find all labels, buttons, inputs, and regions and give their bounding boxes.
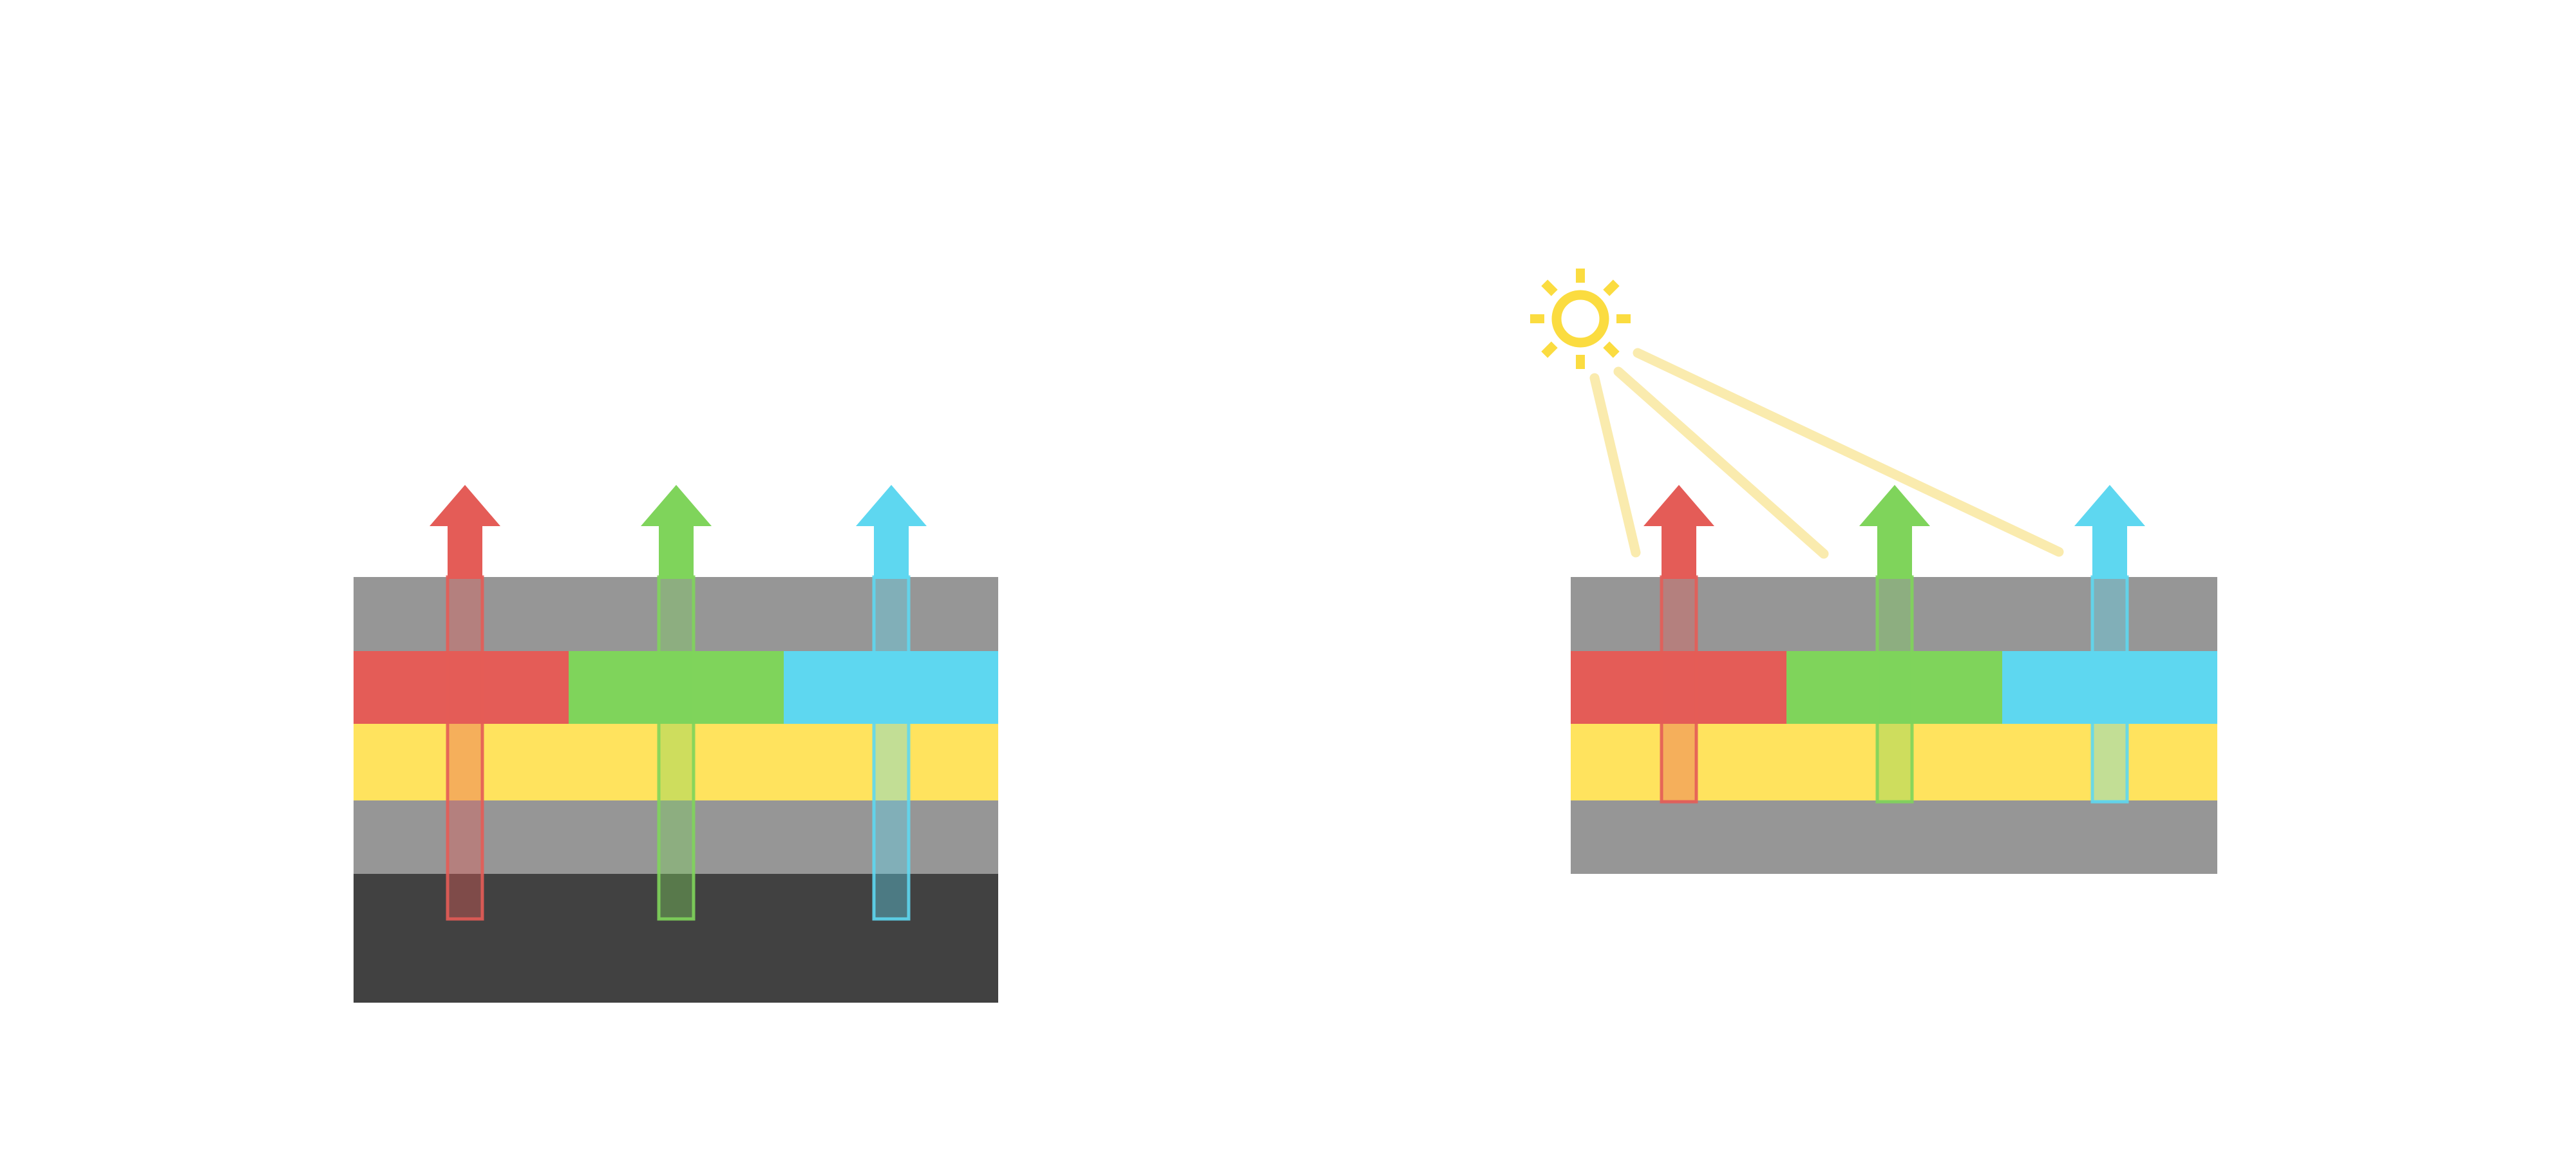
red-arrow-shaft bbox=[448, 525, 482, 579]
red-subpixel-right-stack bbox=[1571, 651, 1786, 724]
green-arrow-beam-through-stack bbox=[657, 575, 696, 921]
sun-ray-north bbox=[1576, 269, 1585, 283]
green-light-arrow-left bbox=[641, 485, 712, 921]
blue-arrow-head bbox=[2074, 485, 2145, 526]
sun-icon bbox=[1530, 269, 1631, 369]
red-arrow-head bbox=[1643, 485, 1714, 526]
sun-ray-south bbox=[1576, 355, 1585, 369]
yellow-layer-left-stack bbox=[354, 724, 998, 800]
blue-subpixel-left-stack bbox=[784, 651, 998, 724]
sun-ray-west bbox=[1530, 314, 1544, 323]
emissive-display-stack bbox=[354, 485, 998, 1003]
green-arrow-head bbox=[1859, 485, 1930, 526]
backlight-dark-layer bbox=[354, 874, 998, 1003]
red-arrow-beam-through-stack bbox=[1660, 575, 1698, 804]
blue-arrow-shaft bbox=[2092, 525, 2127, 579]
red-light-arrow-right bbox=[1643, 485, 1714, 804]
sun-ray-northwest bbox=[1541, 279, 1558, 296]
red-subpixel-left-stack bbox=[354, 651, 569, 724]
reflective-display-stack bbox=[1530, 269, 2217, 874]
sun-ray-northeast bbox=[1603, 279, 1620, 296]
green-subpixel-right-stack bbox=[1786, 651, 2002, 724]
blue-subpixel-right-stack bbox=[2002, 651, 2217, 724]
red-arrow-beam-through-stack bbox=[446, 575, 484, 921]
yellow-layer-right-stack bbox=[1571, 724, 2217, 800]
sunlight-beams bbox=[1589, 348, 2064, 559]
green-arrow-beam-through-stack bbox=[1875, 575, 1914, 804]
gray-layer-bottom-right-stack bbox=[1571, 800, 2217, 874]
gray-layer-bottom-left-stack bbox=[354, 800, 998, 874]
sunlight-beam-middle bbox=[1613, 366, 1829, 559]
red-arrow-shaft bbox=[1662, 525, 1696, 579]
sun-ray-southeast bbox=[1603, 341, 1620, 358]
red-arrow-head bbox=[430, 485, 500, 526]
green-arrow-shaft bbox=[1877, 525, 1912, 579]
green-arrow-shaft bbox=[659, 525, 694, 579]
sunlight-beam-right bbox=[1633, 348, 2064, 557]
sunlight-beam-left bbox=[1589, 373, 1641, 558]
sun-ray-southwest bbox=[1541, 341, 1558, 358]
green-arrow-head bbox=[641, 485, 712, 526]
sun-ray-east bbox=[1616, 314, 1631, 323]
sun-disc bbox=[1551, 290, 1609, 348]
gray-layer-top-right-stack bbox=[1571, 577, 2217, 651]
blue-light-arrow-right bbox=[2074, 485, 2145, 804]
green-subpixel-left-stack bbox=[569, 651, 784, 724]
gray-layer-top-left-stack bbox=[354, 577, 998, 651]
blue-arrow-shaft bbox=[874, 525, 909, 579]
red-light-arrow-left bbox=[430, 485, 500, 921]
blue-arrow-beam-through-stack bbox=[872, 575, 911, 921]
blue-arrow-beam-through-stack bbox=[2090, 575, 2129, 804]
blue-arrow-head bbox=[856, 485, 927, 526]
green-light-arrow-right bbox=[1859, 485, 1930, 804]
blue-light-arrow-left bbox=[856, 485, 927, 921]
